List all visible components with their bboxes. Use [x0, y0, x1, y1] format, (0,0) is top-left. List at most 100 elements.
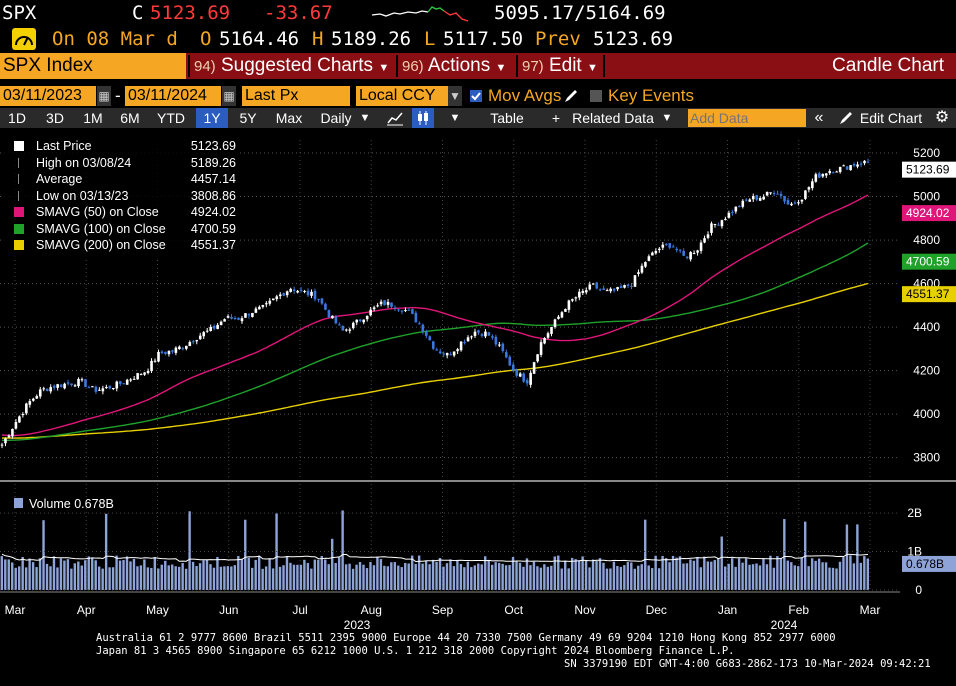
volume-bar: [831, 567, 835, 590]
candle-body: [139, 374, 143, 376]
volume-bar: [543, 564, 546, 590]
volume-bar: [588, 567, 591, 590]
last-price-tag: 5123.69: [906, 163, 950, 177]
candle-body: [397, 309, 400, 311]
candle-body: [327, 310, 331, 318]
legend-background: [4, 137, 240, 259]
period-1m[interactable]: 1M: [83, 110, 103, 126]
menu-label: Suggested Charts: [220, 55, 374, 76]
volume-bar: [484, 556, 487, 590]
volume-bar: [45, 563, 49, 590]
volume-bar: [111, 567, 115, 590]
volume-bar: [744, 558, 748, 590]
candle-body: [744, 199, 748, 201]
table-button[interactable]: Table: [490, 110, 524, 126]
x-tick-label: Nov: [574, 603, 595, 617]
volume-bar: [456, 560, 459, 590]
add-data-input[interactable]: [688, 109, 806, 127]
volume-bar: [271, 568, 275, 590]
period-6m[interactable]: 6M: [120, 110, 140, 126]
volume-bar: [344, 564, 348, 590]
calendar-icon[interactable]: ▦: [97, 86, 111, 106]
field-select[interactable]: Last Px: [242, 86, 350, 106]
volume-bar: [383, 565, 386, 590]
candle-body: [157, 351, 160, 362]
volume-bar: [685, 563, 689, 590]
volume-bar: [720, 536, 723, 590]
candle-body: [605, 290, 609, 292]
related-data-menu[interactable]: Related Data: [572, 110, 654, 126]
candle-body: [171, 350, 174, 352]
frequency-select[interactable]: Daily: [320, 110, 352, 126]
edit-chart-button[interactable]: Edit Chart: [859, 110, 923, 126]
candle-body: [578, 291, 581, 298]
chevron-down-icon[interactable]: ▼: [448, 86, 462, 106]
line-chart-icon[interactable]: [386, 110, 404, 126]
volume-bar: [171, 564, 174, 590]
legend-name: SMAVG (50) on Close: [36, 205, 159, 219]
candle-body: [623, 285, 626, 288]
candle-body: [828, 170, 832, 174]
calendar-icon[interactable]: ▦: [222, 86, 236, 106]
volume-bar: [762, 558, 765, 590]
candle-body: [310, 291, 313, 296]
plus-icon[interactable]: +: [551, 110, 561, 126]
suggested-charts-menu[interactable]: 94) Suggested Charts ▼: [194, 53, 389, 79]
candle-chart-icon[interactable]: [412, 108, 434, 128]
volume-bar: [797, 566, 800, 590]
edit-menu[interactable]: 97) Edit ▼: [522, 53, 598, 79]
start-date-field[interactable]: 03/11/2023: [0, 86, 96, 106]
volume-legend-name: Volume: [29, 497, 71, 511]
period-1d[interactable]: 1D: [8, 110, 26, 126]
high-label: H: [312, 28, 324, 50]
sma50-tag: 4924.02: [906, 206, 950, 220]
period-3d[interactable]: 3D: [46, 110, 64, 126]
caret-down-icon[interactable]: ▼: [449, 112, 461, 124]
volume-bar: [24, 567, 28, 590]
caret-down-icon[interactable]: ▼: [661, 112, 673, 124]
candle-body: [66, 382, 70, 384]
volume-bar: [696, 557, 699, 590]
low-label: L: [424, 28, 436, 50]
volume-bar: [237, 555, 240, 590]
pencil-icon[interactable]: [563, 88, 579, 104]
volume-bar: [421, 563, 424, 590]
gear-icon[interactable]: ⚙: [934, 109, 950, 126]
candle-body: [87, 387, 91, 389]
checkbox-icon[interactable]: [590, 90, 602, 102]
candle-body: [863, 160, 866, 164]
volume-bar: [132, 558, 136, 590]
end-date-field[interactable]: 03/11/2024: [125, 86, 221, 106]
volume-bar: [108, 567, 111, 590]
volume-bar: [153, 557, 157, 590]
period-1y[interactable]: 1Y: [196, 108, 228, 128]
currency-select[interactable]: Local CCY: [356, 86, 448, 106]
candle-body: [630, 285, 633, 287]
candle-body: [404, 309, 407, 311]
volume-bar: [550, 565, 553, 590]
candle-body: [637, 272, 640, 274]
collapse-icon[interactable]: «: [814, 109, 824, 126]
checkbox-checked-icon[interactable]: [470, 90, 482, 102]
volume-bar: [497, 562, 501, 590]
candle-body: [536, 354, 539, 362]
candle-body: [421, 324, 425, 332]
volume-bar: [226, 566, 230, 590]
candle-body: [459, 341, 463, 351]
period-max[interactable]: Max: [275, 110, 303, 126]
candle-body: [435, 349, 439, 351]
pencil-icon[interactable]: [838, 110, 854, 126]
legend-name: High on 03/08/24: [36, 155, 132, 170]
period-5y[interactable]: 5Y: [239, 110, 257, 126]
candle-body: [452, 351, 456, 356]
security-field[interactable]: SPX Index: [0, 53, 186, 79]
volume-bar: [337, 557, 341, 590]
candle-body: [383, 300, 386, 306]
candle-body: [7, 435, 11, 438]
actions-menu[interactable]: 96) Actions ▼: [402, 53, 506, 79]
caret-down-icon[interactable]: ▼: [359, 112, 371, 124]
candle-body: [612, 288, 616, 291]
volume-bar: [800, 557, 803, 590]
period-ytd[interactable]: YTD: [157, 110, 185, 126]
